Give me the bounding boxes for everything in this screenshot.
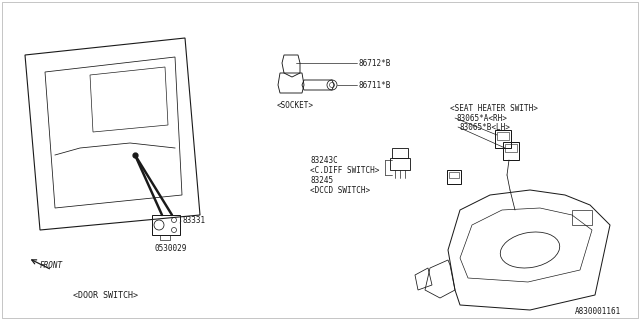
Text: 83065*B<LH>: 83065*B<LH>	[459, 123, 510, 132]
Text: A830001161: A830001161	[575, 308, 621, 316]
Text: 83331: 83331	[182, 215, 205, 225]
Text: <DCCD SWITCH>: <DCCD SWITCH>	[310, 186, 370, 195]
Text: 83243C: 83243C	[310, 156, 338, 164]
Text: <SOCKET>: <SOCKET>	[277, 100, 314, 109]
Text: <SEAT HEATER SWITH>: <SEAT HEATER SWITH>	[450, 103, 538, 113]
Text: <C.DIFF SWITCH>: <C.DIFF SWITCH>	[310, 165, 380, 174]
Text: 83065*A<RH>: 83065*A<RH>	[456, 114, 507, 123]
Text: 83245: 83245	[310, 175, 333, 185]
Text: 86711*B: 86711*B	[358, 81, 390, 90]
Text: <DOOR SWITCH>: <DOOR SWITCH>	[72, 291, 138, 300]
Text: 0530029: 0530029	[154, 244, 186, 252]
Text: FRONT: FRONT	[40, 260, 63, 269]
Text: 86712*B: 86712*B	[358, 59, 390, 68]
